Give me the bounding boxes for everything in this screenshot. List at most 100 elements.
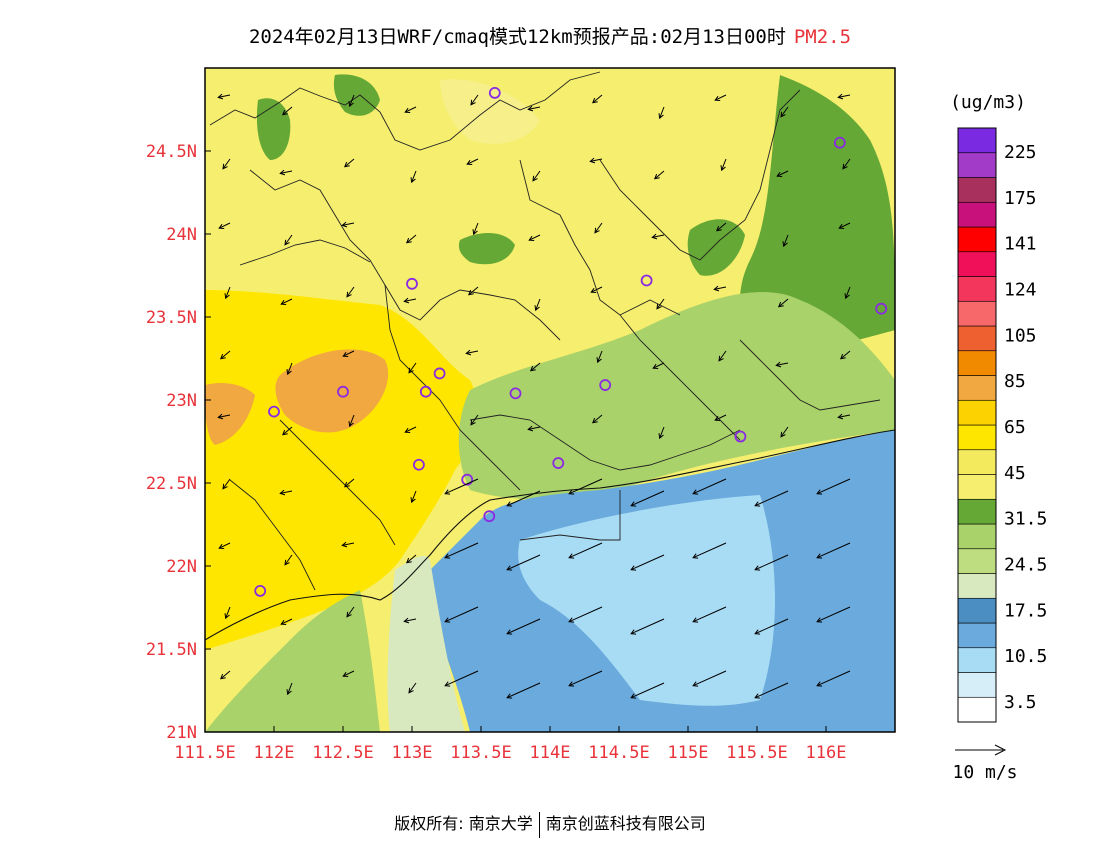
- station-marker: [833, 136, 846, 149]
- wind-vector: [342, 542, 355, 546]
- wind-vector: [630, 682, 665, 699]
- wind-vector-head-icon: [222, 483, 228, 490]
- wind-vector: [780, 106, 789, 118]
- wind-vector-head-icon: [816, 681, 823, 687]
- wind-vector: [754, 618, 789, 635]
- field-green-northwest-2: [333, 74, 380, 116]
- wind-vector-head-icon: [592, 417, 598, 424]
- wind-vector-head-icon: [282, 429, 288, 436]
- field-sea-light-blue: [518, 495, 775, 706]
- wind-vector: [218, 414, 231, 418]
- wind-vector-head-icon: [342, 351, 349, 357]
- station-marker: [433, 367, 446, 380]
- wind-scale: 10 m/s: [952, 744, 1018, 783]
- wind-vector-head-icon: [630, 693, 637, 699]
- wind-vector-head-icon: [218, 223, 225, 229]
- wind-vector: [592, 94, 603, 104]
- colorbar-legend: 225 175 141 124 105 85 65 45 31.5 24.5 17.5 10.5 3.5: [957, 127, 1047, 723]
- wind-vector-head-icon: [468, 289, 474, 296]
- wind-vector: [404, 298, 417, 302]
- wind-vector: [220, 350, 231, 360]
- station-marker: [419, 385, 432, 398]
- colorbar-segment: [957, 177, 997, 203]
- x-tick-label: 116E: [806, 743, 847, 763]
- wind-vector: [656, 298, 665, 310]
- wind-vector-head-icon: [527, 105, 534, 112]
- coastline: [205, 429, 895, 641]
- wind-vector: [411, 170, 417, 183]
- wind-vector: [535, 298, 541, 311]
- wind-vector-head-icon: [816, 553, 823, 559]
- wind-vector-head-icon: [280, 619, 287, 625]
- wind-vector-head-icon: [596, 357, 602, 364]
- wind-vector-head-icon: [444, 681, 451, 687]
- colorbar-segment: [957, 597, 997, 624]
- wind-vector: [692, 606, 727, 623]
- y-tick-label: 24.5N: [146, 142, 197, 162]
- field-green-northwest-3: [458, 233, 515, 265]
- wind-vector: [473, 222, 479, 235]
- wind-vector-head-icon: [279, 489, 286, 496]
- wind-vector: [718, 350, 727, 362]
- wind-vector: [280, 490, 293, 494]
- wind-vector-head-icon: [506, 693, 513, 699]
- colorbar-segment: [957, 276, 997, 302]
- wind-vector-head-icon: [444, 617, 451, 623]
- wind-vector-head-icon: [404, 427, 411, 433]
- wind-vector-head-icon: [344, 161, 350, 168]
- wind-vector: [408, 682, 417, 694]
- colorbar-segment: [957, 152, 997, 178]
- field-green-center: [687, 219, 745, 276]
- wind-vector: [721, 158, 727, 171]
- station-marker: [488, 87, 501, 99]
- wind-vector-head-icon: [218, 543, 225, 549]
- wind-vector: [532, 170, 541, 182]
- station-marker: [483, 510, 496, 523]
- wind-vector-head-icon: [656, 303, 662, 310]
- station-marker: [268, 405, 280, 418]
- colorbar-segment: [957, 251, 997, 277]
- station-marker: [734, 430, 747, 443]
- wind-vector-head-icon: [444, 553, 451, 559]
- wind-vector-head-icon: [527, 425, 534, 432]
- station-marker: [509, 387, 522, 400]
- y-tick-label: 23N: [166, 391, 197, 411]
- wind-vector: [444, 542, 479, 559]
- colorbar-label: 175: [1004, 188, 1037, 209]
- wind-vector-head-icon: [506, 629, 513, 635]
- wind-vector: [597, 350, 603, 363]
- wind-vector-head-icon: [341, 221, 348, 228]
- wind-vector-head-icon: [594, 227, 600, 234]
- wind-vector-head-icon: [217, 413, 224, 420]
- x-tick-label: 111.5E: [174, 743, 235, 763]
- wind-vector-head-icon: [720, 165, 726, 172]
- colorbar-segment: [957, 498, 997, 525]
- field-pale-green-coastal: [387, 555, 465, 732]
- wind-vector-head-icon: [444, 489, 451, 495]
- station-marker: [412, 458, 425, 471]
- wind-vector-head-icon: [568, 489, 575, 495]
- wind-vector-head-icon: [778, 301, 784, 308]
- wind-vector-head-icon: [532, 175, 538, 182]
- wind-vector-head-icon: [692, 553, 699, 559]
- wind-vector: [714, 94, 727, 101]
- wind-vector-head-icon: [692, 681, 699, 687]
- wind-vector: [780, 426, 789, 438]
- wind-vector: [692, 478, 727, 495]
- wind-vector-head-icon: [403, 617, 410, 624]
- wind-vector-head-icon: [346, 611, 352, 618]
- wind-vector-head-icon: [506, 565, 513, 571]
- colorbar-segment: [957, 449, 997, 475]
- wind-vector-head-icon: [222, 163, 228, 170]
- wind-vector: [840, 350, 851, 360]
- wind-vector-head-icon: [404, 107, 411, 113]
- wind-vector-head-icon: [408, 367, 414, 374]
- wind-vector-head-icon: [658, 113, 664, 120]
- y-tick-label: 24N: [166, 225, 197, 245]
- field-yellow: [205, 290, 479, 650]
- wind-vector: [287, 682, 293, 695]
- wind-vector-head-icon: [782, 241, 788, 248]
- wind-vector: [218, 542, 231, 549]
- colorbar-label: 10.5: [1004, 646, 1047, 667]
